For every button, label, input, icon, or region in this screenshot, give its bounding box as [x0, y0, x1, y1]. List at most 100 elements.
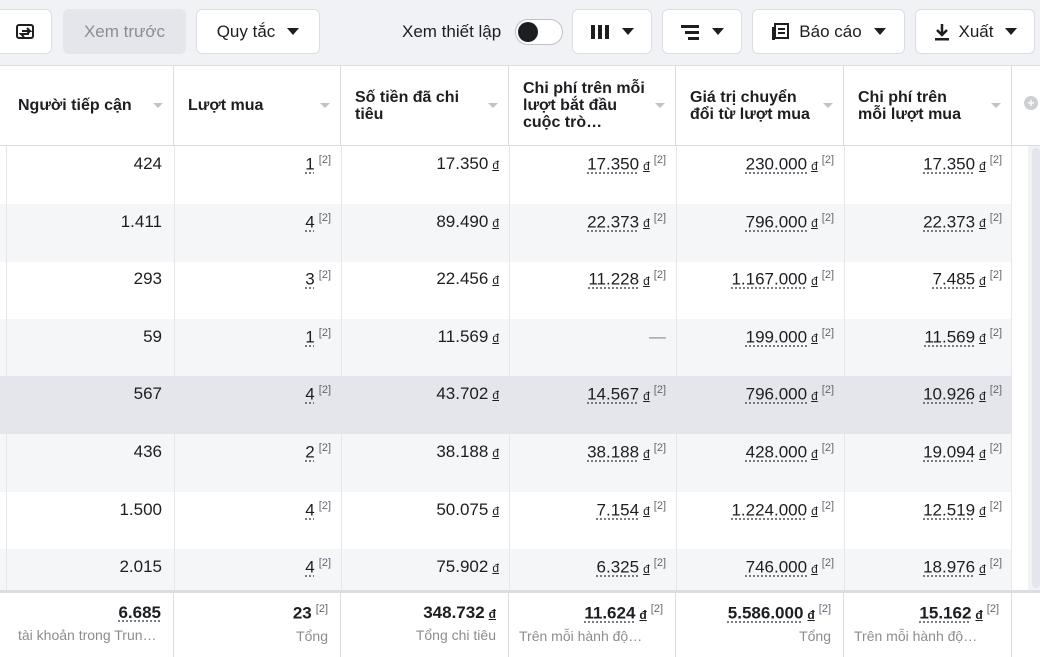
cell-value[interactable]: 4 [305, 557, 315, 577]
footer-conv-value-value[interactable]: 5.586.000 [727, 603, 804, 623]
table-row[interactable]: 293 3 [2] 22.456 đ 11.228 đ [2] 1.167.000 đ [2] 7.4… [0, 261, 1012, 319]
cell-value[interactable]: 6.325 [596, 557, 640, 577]
cell-value[interactable]: 4 [305, 500, 315, 520]
cell-value[interactable]: 2 [305, 442, 315, 462]
cell-value[interactable]: 428.000 [745, 442, 808, 462]
table-cell-cost-conv: 22.373 đ [2] [509, 204, 676, 262]
note-marker: [2] [821, 211, 834, 224]
note-marker: [2] [318, 557, 331, 570]
cell-value[interactable]: 1 [305, 154, 315, 174]
cell-value[interactable]: 11.228 [588, 269, 640, 289]
cell-value[interactable]: 10.926 [923, 385, 976, 405]
currency-symbol: đ [492, 503, 499, 518]
cell-value[interactable]: 4 [305, 385, 315, 405]
cell-value[interactable]: 746.000 [745, 557, 808, 577]
note-marker: [2] [821, 499, 834, 512]
cell-value[interactable]: 22.373 [923, 212, 976, 232]
cell-value[interactable]: 796.000 [745, 212, 808, 232]
table-row[interactable]: 436 2 [2] 38.188 đ 38.188 đ [2] 428.000 đ [2] 19.09… [0, 434, 1012, 492]
table-cell-cost-purchase: 12.519 đ [2] [844, 492, 1012, 550]
cell-value[interactable]: 38.188 [587, 442, 640, 462]
cell-value[interactable]: 199.000 [745, 327, 808, 347]
note-marker: [2] [989, 557, 1002, 570]
cell-value[interactable]: 17.350 [587, 154, 640, 174]
cell-value[interactable]: 1 [305, 327, 315, 347]
cell-value[interactable]: 796.000 [745, 385, 808, 405]
column-header-label: Người tiếp cận [18, 97, 132, 114]
cell-value[interactable]: 4 [305, 212, 315, 232]
currency-symbol: đ [979, 561, 986, 576]
cell-value[interactable]: 17.350 [923, 154, 976, 174]
sort-icon[interactable] [153, 103, 163, 108]
column-divider [6, 146, 7, 590]
cell-value[interactable]: 7.154 [596, 500, 640, 520]
report-button[interactable]: Báo cáo [752, 9, 905, 54]
currency-symbol: đ [811, 389, 818, 404]
currency-symbol: đ [643, 158, 650, 173]
table-row[interactable]: 59 1 [2] 11.569 đ —199.000 đ [2] 11.569 đ [2] [0, 318, 1012, 377]
note-marker: [2] [818, 603, 831, 615]
cell-value[interactable]: 12.519 [923, 500, 976, 520]
cell-value[interactable]: 19.094 [923, 442, 976, 462]
note-marker: [2] [989, 211, 1002, 224]
column-header-purchases[interactable]: Lượt mua [174, 66, 341, 145]
report-icon [771, 22, 791, 41]
currency-symbol: đ [975, 607, 983, 622]
table-row[interactable]: 1.500 4 [2] 50.075 đ 7.154 đ [2] 1.224.000 đ [2] 12… [0, 492, 1012, 550]
currency-symbol: đ [643, 446, 650, 461]
table-cell-cost-purchase: 11.569 đ [2] [844, 319, 1012, 377]
sort-icon[interactable] [320, 103, 330, 108]
currency-symbol: đ [811, 446, 818, 461]
table-row[interactable]: 424 1 [2] 17.350 đ 17.350 đ [2] 230.000 đ [2] 17.35… [0, 146, 1012, 204]
table-row[interactable]: 1.411 4 [2] 89.490 đ 22.373 đ [2] 796.000 đ [2] 22.… [0, 203, 1012, 262]
cell-value[interactable]: 3 [305, 269, 315, 289]
chevron-down-icon [873, 28, 886, 35]
breakdown-button[interactable] [662, 9, 742, 54]
footer-cost-conv-value[interactable]: 11.624 [584, 603, 636, 623]
columns-button[interactable] [572, 9, 652, 54]
add-column-icon[interactable]: + [1024, 96, 1038, 110]
note-marker: [2] [650, 603, 663, 615]
column-header-conversion-value[interactable]: Giá trị chuyển đổi từ lượt mua [676, 66, 844, 145]
preview-label: Xem trước [83, 21, 166, 41]
rules-button[interactable]: Quy tắc [196, 9, 320, 54]
cell-value[interactable]: 1.224.000 [731, 500, 808, 520]
cell-value[interactable]: 230.000 [745, 154, 808, 174]
cell-value[interactable]: 18.976 [923, 557, 976, 577]
column-header-reach[interactable]: Người tiếp cận [0, 66, 174, 145]
footer-cost-purchase-value[interactable]: 15.162 [919, 603, 972, 623]
table-cell-cost-purchase: 19.094 đ [2] [844, 434, 1012, 492]
preview-button[interactable]: Xem trước [63, 9, 186, 54]
cell-value: 1.411 [120, 211, 162, 231]
share-button[interactable] [0, 9, 52, 54]
view-settings-toggle[interactable] [515, 19, 563, 45]
export-button[interactable]: Xuất [915, 9, 1035, 54]
table-cell-cost-conv: 7.154 đ [2] [509, 492, 676, 550]
currency-symbol: đ [639, 607, 647, 622]
scrollbar-thumb[interactable] [1032, 148, 1040, 588]
table-footer: 6.685 tài khoản trong Trun… 23 [2] Tổng 3… [0, 590, 1040, 657]
table-row[interactable]: 567 4 [2] 43.702 đ 14.567 đ [2] 796.000 đ [2] 10.92… [0, 376, 1012, 435]
cell-value[interactable]: 14.567 [587, 385, 640, 405]
sort-icon[interactable] [488, 103, 498, 108]
cell-value[interactable]: 11.569 [924, 327, 976, 347]
sort-icon[interactable] [823, 103, 833, 108]
cell-value[interactable]: 22.373 [587, 212, 640, 232]
cell-value[interactable]: — [649, 326, 666, 346]
column-header-amount-spent[interactable]: Số tiền đã chi tiêu [341, 66, 509, 145]
table-cell-cost-purchase: 17.350 đ [2] [844, 146, 1012, 204]
column-header-cost-per-purchase[interactable]: Chi phí trên mỗi lượt mua [844, 66, 1012, 145]
footer-spent-value: 348.732 [423, 603, 485, 622]
table-cell-cost-purchase: 22.373 đ [2] [844, 204, 1012, 262]
cell-value[interactable]: 1.167.000 [731, 269, 808, 289]
note-marker: [2] [989, 154, 1002, 166]
footer-cost-conv-sub: Trên mỗi hành độ… [519, 627, 643, 644]
currency-symbol: đ [492, 330, 499, 345]
cell-value[interactable]: 7.485 [932, 269, 976, 289]
footer-reach-value[interactable]: 6.685 [118, 603, 161, 622]
column-header-cost-per-conversation[interactable]: Chi phí trên mỗi lượt bắt đầu cuộc trò… [509, 66, 676, 145]
note-marker: [2] [989, 442, 1002, 454]
sort-icon[interactable] [991, 103, 1001, 108]
cell-value: 424 [133, 154, 162, 173]
sort-icon[interactable] [655, 103, 665, 108]
